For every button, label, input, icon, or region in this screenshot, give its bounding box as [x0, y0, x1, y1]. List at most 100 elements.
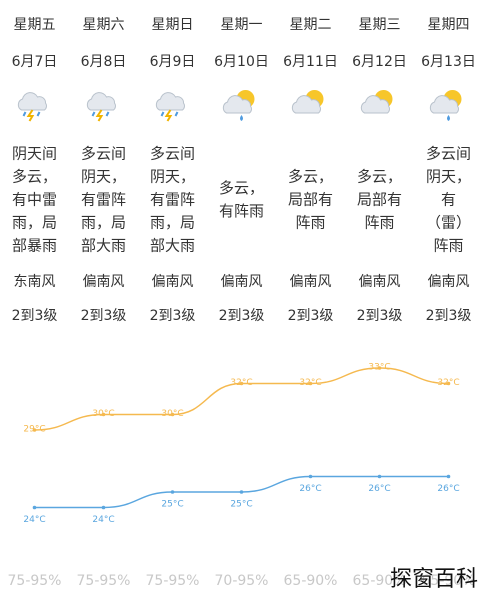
description-line: 部暴雨: [12, 237, 57, 255]
description-line: 多云，: [288, 168, 333, 186]
wind-direction: 偏南风: [152, 274, 194, 290]
weather-icon: [361, 90, 392, 113]
description-line: 多云，: [219, 179, 264, 197]
humidity: 65-90%: [422, 573, 476, 589]
description-line: 阵雨: [433, 237, 463, 255]
description-line: 部大雨: [81, 237, 126, 255]
high-temp-label: 30°C: [161, 409, 183, 419]
low-temp-point: [239, 490, 244, 494]
wind-direction: 偏南风: [428, 274, 470, 290]
description-line: 多云，: [12, 168, 57, 186]
humidity: 75-95%: [8, 573, 62, 589]
date: 6月13日: [421, 54, 476, 70]
date: 6月8日: [81, 54, 127, 70]
humidity: 65-90%: [353, 573, 407, 589]
weather-icon: [430, 90, 461, 121]
description-line: 部大雨: [150, 237, 195, 255]
wind-level: 2到3级: [426, 308, 472, 324]
description-line: 雨，局: [81, 214, 126, 232]
high-temp-point: [446, 381, 451, 386]
description-line: 多云间: [426, 145, 471, 163]
weather-icon: [18, 93, 46, 121]
date: 6月9日: [150, 54, 196, 70]
description-line: 阴天，: [426, 168, 471, 186]
low-temp-label: 25°C: [230, 500, 252, 510]
description-line: 多云，: [357, 168, 402, 186]
wind-direction: 偏南风: [221, 274, 263, 290]
description-line: 有雷阵: [81, 191, 126, 209]
humidity: 75-95%: [146, 573, 200, 589]
description-line: 有: [441, 191, 456, 209]
low-temp-label: 24°C: [23, 515, 45, 525]
weather-icon: [156, 93, 184, 121]
high-temp-point: [170, 412, 175, 417]
date: 6月7日: [12, 54, 58, 70]
low-temp-label: 26°C: [299, 484, 321, 494]
high-temp-label: 29°C: [23, 425, 45, 435]
weekday: 星期六: [83, 17, 125, 33]
weekday: 星期二: [290, 17, 332, 33]
high-temp-point: [308, 381, 313, 386]
weekday: 星期五: [14, 17, 56, 33]
description-line: 有阵雨: [219, 202, 264, 220]
weekday: 星期日: [152, 17, 194, 33]
low-temp-label: 25°C: [161, 500, 183, 510]
low-temp-label: 26°C: [368, 484, 390, 494]
description-line: （雷）: [426, 214, 471, 232]
high-temp-label: 32°C: [299, 378, 321, 388]
humidity: 65-90%: [284, 573, 338, 589]
weather-icon: [223, 90, 254, 121]
date: 6月12日: [352, 54, 407, 70]
wind-level: 2到3级: [12, 308, 58, 324]
wind-level: 2到3级: [81, 308, 127, 324]
high-temp-point: [32, 428, 37, 432]
weekday: 星期三: [359, 17, 401, 33]
description-line: 阵雨: [295, 214, 325, 232]
weather-icon: [292, 90, 323, 113]
wind-level: 2到3级: [219, 308, 265, 324]
weekday: 星期一: [221, 17, 263, 33]
high-temp-point: [239, 381, 244, 386]
description-line: 多云间: [81, 145, 126, 163]
description-line: 有雷阵: [150, 191, 195, 209]
wind-level: 2到3级: [150, 308, 196, 324]
wind-direction: 偏南风: [359, 274, 401, 290]
description-line: 局部有: [288, 191, 333, 209]
high-temp-label: 33°C: [368, 363, 390, 373]
high-temp-point: [377, 366, 382, 370]
description-line: 雨，局: [12, 214, 57, 232]
description-line: 有中雷: [12, 191, 57, 209]
description-line: 阴天，: [150, 168, 195, 186]
description-line: 局部有: [357, 191, 402, 209]
description-line: 雨，局: [150, 214, 195, 232]
low-temp-label: 26°C: [437, 484, 459, 494]
low-temp-point: [377, 474, 382, 479]
description-line: 阴天，: [81, 168, 126, 186]
low-temp-point: [32, 505, 37, 510]
description-line: 阵雨: [364, 214, 394, 232]
wind-level: 2到3级: [357, 308, 403, 324]
high-temp-label: 32°C: [230, 378, 252, 388]
low-temp-label: 24°C: [92, 515, 114, 525]
wind-level: 2到3级: [288, 308, 334, 324]
wind-direction: 偏南风: [290, 274, 332, 290]
date: 6月10日: [214, 54, 269, 70]
wind-direction: 偏南风: [83, 274, 125, 290]
watermark: 探窗百科: [390, 567, 478, 592]
description-line: 阴天间: [12, 145, 57, 163]
humidity: 75-95%: [77, 573, 131, 589]
date: 6月11日: [283, 54, 338, 70]
description-line: 多云间: [150, 145, 195, 163]
wind-direction: 东南风: [14, 274, 56, 290]
weather-icon: [87, 93, 115, 121]
high-temp-label: 32°C: [437, 378, 459, 388]
high-temp-label: 30°C: [92, 409, 114, 419]
weekday: 星期四: [428, 17, 470, 33]
low-temp-point: [308, 474, 313, 479]
high-temp-point: [101, 412, 106, 417]
low-temp-point: [170, 490, 175, 494]
humidity: 70-95%: [215, 573, 269, 589]
low-temp-point: [446, 474, 451, 479]
